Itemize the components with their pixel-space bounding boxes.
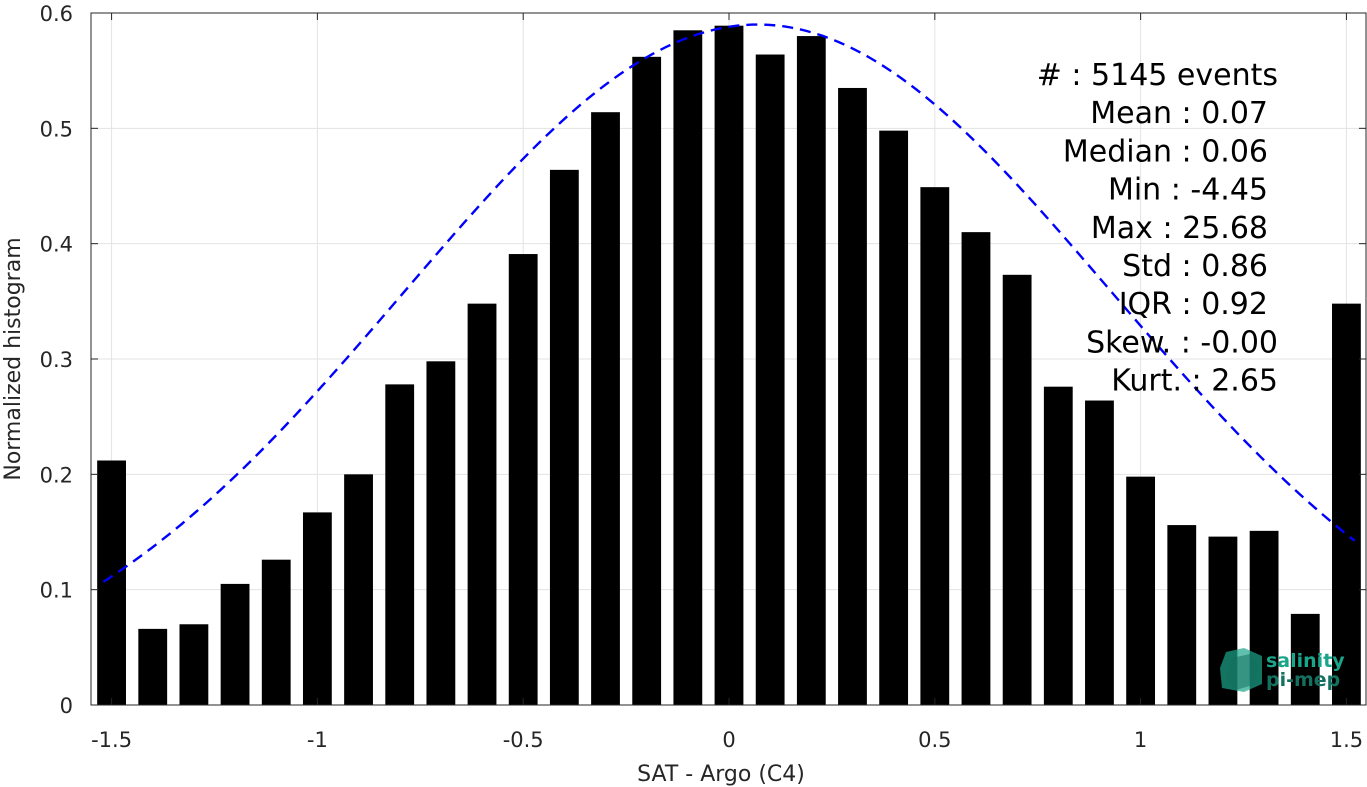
histogram-bar [632, 56, 662, 706]
histogram-bar [344, 474, 373, 705]
stats-line: Min : -4.45 [1108, 173, 1268, 208]
logo-text-salinity: salinity [1266, 650, 1345, 672]
histogram-bar [879, 130, 909, 705]
histogram-bar [426, 361, 456, 705]
x-tick-label: 0.5 [918, 728, 951, 752]
histogram-bar [97, 460, 126, 705]
histogram-bar [591, 112, 620, 706]
histogram-bar [549, 169, 579, 705]
histogram-bar [1126, 476, 1156, 705]
y-axis-title: Normalized histogram [1, 237, 26, 480]
histogram-bar [838, 87, 867, 705]
y-axis-ticks: 0 0.1 0.2 0.3 0.4 0.5 0.6 [40, 2, 1366, 718]
stats-line: # : 5145 events [1037, 58, 1278, 93]
x-tick-label: -0.5 [503, 728, 544, 752]
x-tick-label: 1 [1134, 728, 1147, 752]
histogram-bar [920, 187, 950, 706]
histogram-bar [220, 583, 250, 705]
stats-line: Std : 0.86 [1122, 249, 1268, 284]
x-tick-label: -1 [307, 728, 328, 752]
gaussian-fit-curve [102, 23, 1356, 583]
y-tick-label: 0.2 [40, 463, 73, 487]
x-axis-title: SAT - Argo (C4) [637, 762, 805, 787]
salinity-pi-mep-logo: salinity pi-mep [1220, 648, 1345, 692]
y-tick-label: 0.5 [40, 117, 73, 141]
histogram-bar [1332, 303, 1361, 705]
stats-line: Kurt. : 2.65 [1111, 364, 1278, 399]
histogram-bar [1085, 400, 1114, 705]
y-tick-label: 0.3 [40, 348, 73, 372]
histogram-bar [755, 54, 785, 705]
histogram-bar [508, 254, 538, 705]
histogram-bar [796, 36, 826, 706]
stats-line: Skew. : -0.00 [1086, 325, 1278, 360]
histogram-bar [1002, 274, 1032, 705]
stats-line: Median : 0.06 [1063, 134, 1268, 169]
x-tick-label: 1.5 [1330, 728, 1363, 752]
histogram-bar [1167, 525, 1197, 705]
y-tick-label: 0 [60, 694, 73, 718]
histogram-bar [179, 624, 209, 705]
stats-line: Max : 25.68 [1091, 211, 1268, 246]
histogram-bar [961, 232, 991, 705]
histogram-bar [673, 30, 703, 706]
x-tick-label: 0 [722, 728, 735, 752]
x-axis-ticks: -1.5 -1 -0.5 0 0.5 1 1.5 [91, 13, 1363, 752]
logo-cube-shade [1226, 654, 1258, 690]
histogram-bar [1043, 386, 1073, 705]
histogram-bar [261, 559, 291, 705]
histogram-bar [138, 628, 168, 705]
histogram-bar [714, 25, 744, 706]
histogram-bar [1290, 613, 1320, 705]
stats-line: IQR : 0.92 [1119, 287, 1268, 322]
histogram-bar [467, 303, 497, 705]
y-tick-label: 0.4 [40, 233, 73, 257]
histogram-bars [97, 25, 1361, 706]
stats-line: Mean : 0.07 [1090, 96, 1268, 131]
y-tick-label: 0.6 [40, 2, 73, 26]
histogram-bar [302, 512, 332, 705]
y-tick-label: 0.1 [40, 579, 73, 603]
x-tick-label: -1.5 [91, 728, 132, 752]
logo-text-pi-mep: pi-mep [1266, 669, 1340, 691]
histogram-bar [385, 384, 415, 705]
